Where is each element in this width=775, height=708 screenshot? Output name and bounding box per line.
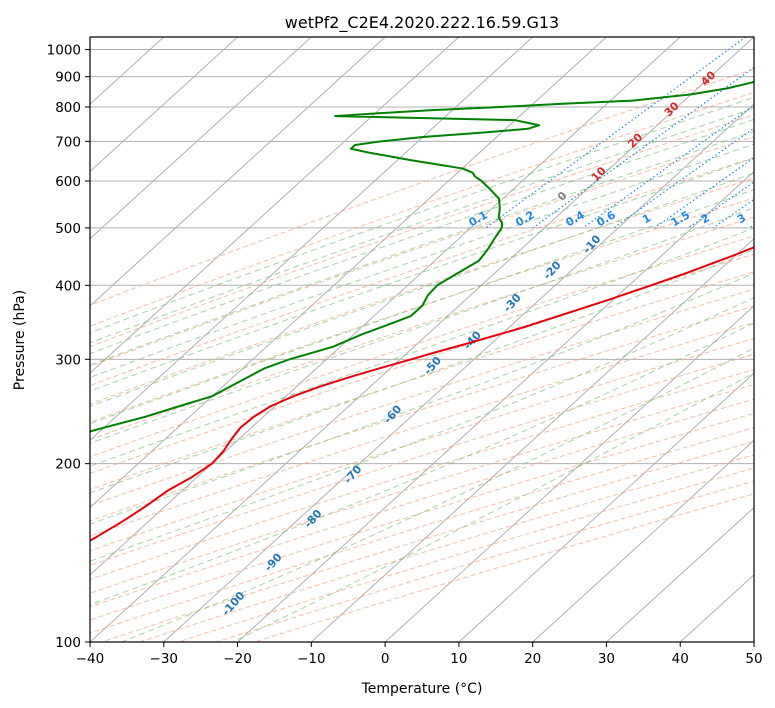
x-tick-label: 40 bbox=[672, 651, 689, 667]
x-tick-label: 50 bbox=[745, 651, 762, 667]
x-tick-label: 30 bbox=[598, 651, 615, 667]
x-tick-label: 10 bbox=[450, 651, 467, 667]
sounding-profiles bbox=[90, 80, 754, 542]
dry-adiabat-line bbox=[90, 337, 754, 552]
isotherm-line bbox=[90, 37, 312, 240]
moist-adiabat-line bbox=[90, 189, 754, 425]
moist-adiabat-line bbox=[231, 372, 754, 642]
x-axis: −40 −30 −20 −10 0 10 20 30 40 50 bbox=[76, 642, 763, 667]
x-tick-label: −10 bbox=[297, 651, 326, 667]
moist-adiabat-line bbox=[119, 347, 754, 642]
dry-adiabat-line bbox=[90, 368, 754, 580]
chart-title: wetPf2_C2E4.2020.222.16.59.G13 bbox=[285, 13, 559, 33]
temperature-profile bbox=[90, 246, 754, 542]
y-tick-label: 100 bbox=[55, 635, 81, 651]
dry-adiabat-line bbox=[90, 157, 754, 387]
y-tick-label: 900 bbox=[55, 70, 81, 86]
isotherm-line bbox=[90, 37, 386, 307]
dry-adiabat-line bbox=[90, 353, 754, 566]
dry-adiabat-line bbox=[90, 197, 754, 423]
moist-adiabat-line bbox=[90, 107, 754, 344]
isotherm-line bbox=[384, 305, 754, 642]
dry-adiabat-line bbox=[90, 177, 754, 405]
dry-adiabat-line bbox=[216, 480, 754, 642]
isotherm-line bbox=[163, 103, 754, 642]
moist-adiabat-line bbox=[90, 297, 754, 562]
dry-adiabat-line bbox=[90, 271, 754, 491]
plot-frame bbox=[89, 36, 755, 643]
dry-adiabat-line bbox=[90, 321, 754, 537]
mixing-ratio-line bbox=[485, 37, 747, 229]
moist-adiabat-line bbox=[90, 157, 754, 392]
moist-adiabat-line bbox=[90, 227, 754, 467]
moist-adiabat-line bbox=[90, 322, 754, 606]
y-tick-label: 500 bbox=[55, 221, 81, 237]
mixing-ratio-line bbox=[582, 104, 754, 229]
moist-adiabat-line bbox=[90, 130, 754, 366]
y-tick-label: 700 bbox=[55, 134, 81, 150]
y-tick-label: 200 bbox=[55, 457, 81, 473]
isotherm-line bbox=[458, 372, 754, 642]
dry-adiabat-line bbox=[90, 235, 754, 458]
y-tick-label: 800 bbox=[55, 100, 81, 116]
dry-adiabat-line bbox=[139, 454, 754, 642]
dewpoint-profile bbox=[90, 80, 754, 433]
x-tick-label: −20 bbox=[223, 651, 252, 667]
dry-adiabat-line bbox=[90, 136, 754, 367]
isotherm-line bbox=[90, 37, 238, 173]
dry-adiabat-line bbox=[90, 398, 754, 608]
isotherm-line bbox=[532, 439, 754, 642]
dry-adiabat-line bbox=[90, 305, 754, 522]
y-axis: 100 200 300 400 500 600 700 800 900 1000 bbox=[47, 43, 90, 651]
y-tick-label: 300 bbox=[55, 352, 81, 368]
x-tick-label: 0 bbox=[381, 651, 390, 667]
isotherm-line bbox=[606, 506, 754, 642]
isotherm-line bbox=[90, 37, 607, 509]
x-tick-label: −30 bbox=[150, 651, 179, 667]
moist-adiabat-line bbox=[90, 143, 754, 379]
x-axis-label: Temperature (°C) bbox=[361, 681, 483, 697]
y-tick-label: 600 bbox=[55, 174, 81, 190]
isotherm-line bbox=[90, 37, 754, 642]
dry-adiabat-line bbox=[177, 467, 754, 642]
x-tick-label: 20 bbox=[524, 651, 541, 667]
isotherm-line bbox=[237, 170, 754, 642]
moist-adiabat-line bbox=[90, 96, 754, 334]
y-axis-label: Pressure (hPa) bbox=[12, 290, 28, 390]
y-tick-label: 400 bbox=[55, 278, 81, 294]
dry-adiabat-line bbox=[90, 383, 754, 594]
background-lines bbox=[90, 37, 754, 642]
dry-adiabat-line bbox=[254, 493, 754, 642]
x-tick-label: −40 bbox=[76, 651, 105, 667]
y-tick-label: 1000 bbox=[47, 43, 81, 59]
